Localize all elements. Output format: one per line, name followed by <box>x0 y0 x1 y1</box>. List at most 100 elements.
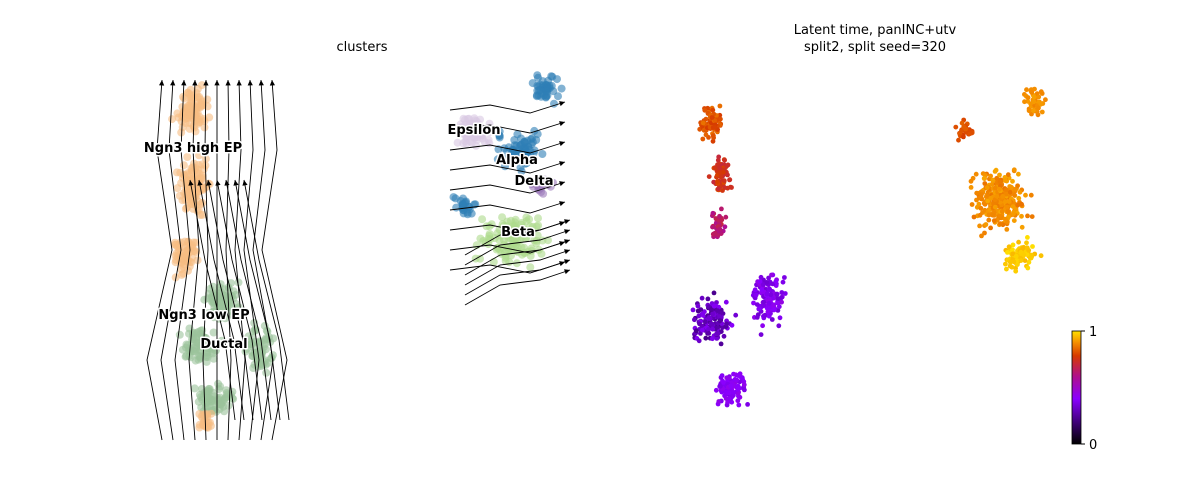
cluster-point <box>499 154 508 163</box>
cluster-point <box>191 238 200 247</box>
streamline <box>146 79 173 441</box>
latent-time-point <box>1031 94 1037 100</box>
latent-time-point <box>717 213 722 219</box>
latent-time-point <box>690 307 696 313</box>
latent-time-point <box>1025 235 1030 240</box>
streamline <box>464 249 571 286</box>
streamline <box>198 179 245 421</box>
cluster-point <box>554 92 562 101</box>
latent-time-point <box>761 282 766 287</box>
streamline-arrowhead <box>233 180 239 186</box>
latent-time-point <box>1005 250 1010 255</box>
latent-time-point <box>776 323 782 329</box>
latent-time-point <box>706 174 712 180</box>
latent-time-point <box>734 377 740 383</box>
streamline <box>464 239 571 276</box>
streamline <box>174 79 191 441</box>
latent-time-point <box>722 224 728 230</box>
streamline <box>252 79 274 441</box>
streamline <box>160 79 182 441</box>
cluster-point <box>197 81 206 90</box>
cluster-point <box>241 347 250 356</box>
latent-time-point <box>1010 242 1016 248</box>
latent-time-point <box>1017 189 1023 195</box>
streamline-arrowhead <box>564 269 570 275</box>
latent-time-point <box>715 308 720 313</box>
latent-time-point <box>1000 194 1006 199</box>
latent-time-point <box>711 179 717 185</box>
streamline-arrowhead <box>203 80 209 86</box>
streamline-arrowhead <box>564 229 570 235</box>
latent-time-point <box>712 118 718 124</box>
latent-time-point <box>1004 266 1009 272</box>
latent-time-point <box>715 179 720 185</box>
latent-time-point <box>1011 211 1016 217</box>
cluster-point <box>183 153 192 161</box>
cluster-point <box>194 333 203 342</box>
latent-time-point <box>765 309 771 315</box>
colorbar-tick-min: 0 <box>1089 438 1097 453</box>
latent-time-point <box>721 380 726 385</box>
streamline <box>464 259 571 296</box>
cluster-point <box>205 344 214 352</box>
latent-time-point <box>1036 94 1042 100</box>
streamline <box>207 179 254 421</box>
latent-time-point <box>1039 109 1045 115</box>
cluster-point <box>182 203 191 212</box>
latent-time-point <box>1038 101 1044 107</box>
cluster-point <box>557 84 566 93</box>
latent-time-point <box>710 326 716 332</box>
latent-time-point <box>714 336 720 341</box>
latent-time-point <box>741 382 747 388</box>
cluster-point <box>173 184 182 193</box>
streamline <box>234 79 246 441</box>
latent-time-point <box>756 306 762 312</box>
cluster-point <box>246 337 255 346</box>
latent-time-point <box>711 303 717 309</box>
cluster-point <box>517 154 526 163</box>
streamline-arrowhead <box>564 219 570 225</box>
cluster-point <box>203 351 212 359</box>
cluster-point <box>214 385 223 393</box>
latent-time-point <box>981 176 987 181</box>
cluster-point <box>183 237 192 246</box>
latent-time-point <box>712 231 718 236</box>
latent-time-point <box>717 170 723 176</box>
streamline-arrowhead <box>181 80 187 86</box>
colorbar-tick-max: 1 <box>1089 325 1097 340</box>
cluster-point <box>234 278 243 287</box>
cluster-point <box>175 330 184 339</box>
latent-time-point <box>1007 189 1013 195</box>
cluster-point <box>197 403 206 412</box>
latent-time-point <box>1007 259 1013 265</box>
streamline <box>449 201 566 214</box>
latent-time-point <box>1002 199 1008 205</box>
latent-time-point <box>721 178 727 184</box>
cluster-point <box>199 418 208 427</box>
streamline <box>449 141 566 154</box>
cluster-point <box>237 309 246 318</box>
cluster-point <box>217 336 226 345</box>
latent-time-point <box>768 292 774 298</box>
cluster-point <box>480 138 489 146</box>
latent-time-point <box>729 322 735 328</box>
latent-time-point <box>718 383 723 389</box>
cluster-points <box>168 71 566 432</box>
cluster-point <box>505 258 514 267</box>
cluster-point <box>262 368 271 377</box>
cluster-point <box>216 400 225 409</box>
cluster-point <box>209 313 218 322</box>
latent-time-point <box>1010 178 1015 184</box>
streamline <box>189 179 236 421</box>
latent-time-point <box>1036 105 1041 111</box>
latent-time-point <box>726 390 732 396</box>
latent-time-point <box>982 230 987 236</box>
latent-time-point <box>760 323 765 329</box>
latent-time-point <box>706 327 711 332</box>
latent-time-point <box>754 302 760 307</box>
latent-time-point <box>985 198 991 204</box>
streamline <box>449 161 566 174</box>
latent-time-point <box>703 335 709 341</box>
latent-time-point <box>984 185 990 190</box>
